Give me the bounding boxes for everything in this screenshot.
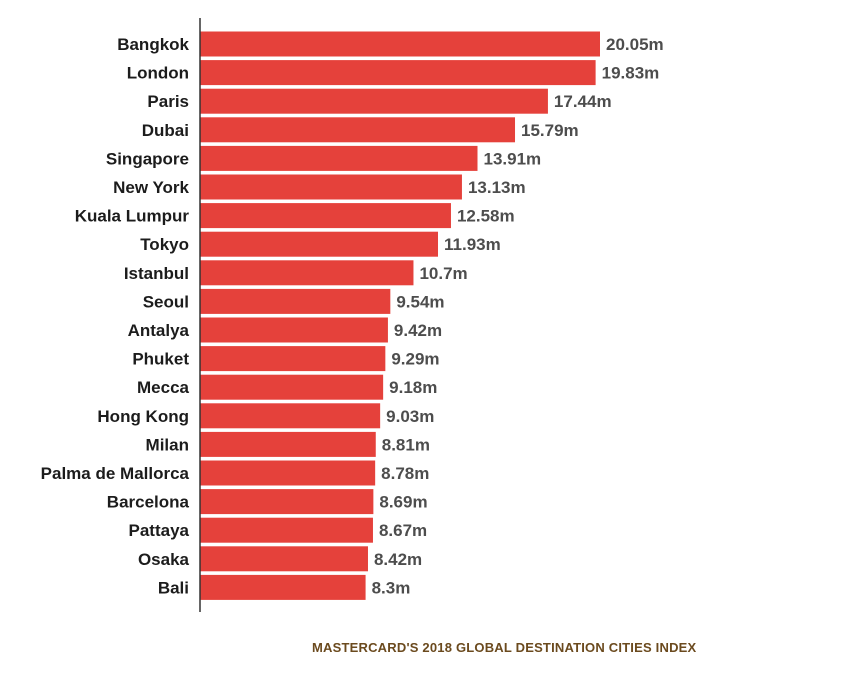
value-label: 13.91m	[484, 149, 542, 168]
bars-group: Bangkok 20.05m London 19.83m Paris 17.44m Duba…	[41, 31, 664, 600]
value-label: 9.18m	[389, 378, 437, 397]
category-label: New York	[113, 178, 189, 197]
category-label: Singapore	[106, 149, 189, 168]
category-label: Barcelona	[107, 493, 190, 512]
value-label: 17.44m	[554, 92, 612, 111]
category-label: Palma de Mallorca	[41, 464, 190, 483]
value-label: 8.3m	[372, 578, 411, 597]
bar	[200, 174, 462, 200]
category-label: Kuala Lumpur	[75, 207, 190, 226]
bar	[200, 88, 548, 114]
category-label: Phuket	[132, 350, 189, 369]
value-label: 8.78m	[381, 464, 429, 483]
source-note: MASTERCARD'S 2018 GLOBAL DESTINATION CIT…	[312, 640, 697, 655]
value-label: 12.58m	[457, 207, 515, 226]
bar	[200, 403, 381, 429]
bar	[200, 288, 391, 314]
category-label: Hong Kong	[97, 407, 189, 426]
value-label: 8.42m	[374, 550, 422, 569]
category-label: Istanbul	[124, 264, 189, 283]
bar	[200, 145, 478, 171]
category-label: Milan	[146, 435, 189, 454]
bar	[200, 31, 600, 57]
category-label: Osaka	[138, 550, 190, 569]
bar	[200, 574, 366, 600]
bar	[200, 60, 596, 86]
category-label: Bangkok	[117, 35, 189, 54]
value-label: 9.42m	[394, 321, 442, 340]
value-label: 19.83m	[602, 64, 660, 83]
value-label: 9.03m	[386, 407, 434, 426]
value-label: 9.29m	[391, 350, 439, 369]
value-label: 8.67m	[379, 521, 427, 540]
bar	[200, 260, 414, 286]
bar	[200, 117, 516, 143]
category-label: Dubai	[142, 121, 189, 140]
bar	[200, 460, 376, 486]
category-label: Paris	[147, 92, 189, 111]
value-label: 11.93m	[444, 235, 501, 254]
value-label: 15.79m	[521, 121, 579, 140]
bar	[200, 489, 374, 515]
bar	[200, 203, 451, 229]
value-label: 8.81m	[382, 435, 430, 454]
value-label: 20.05m	[606, 35, 664, 54]
bar	[200, 317, 388, 343]
bar	[200, 374, 384, 400]
bar	[200, 431, 376, 457]
category-label: Bali	[158, 578, 189, 597]
category-label: Tokyo	[140, 235, 189, 254]
value-label: 10.7m	[419, 264, 467, 283]
bar	[200, 546, 368, 572]
category-label: Pattaya	[129, 521, 190, 540]
value-label: 13.13m	[468, 178, 526, 197]
category-label: London	[127, 64, 189, 83]
category-label: Antalya	[128, 321, 190, 340]
category-label: Mecca	[137, 378, 190, 397]
bar	[200, 517, 373, 543]
value-label: 9.54m	[396, 292, 444, 311]
value-label: 8.69m	[379, 493, 427, 512]
category-label: Seoul	[143, 292, 189, 311]
bar	[200, 231, 439, 257]
bar	[200, 346, 386, 372]
